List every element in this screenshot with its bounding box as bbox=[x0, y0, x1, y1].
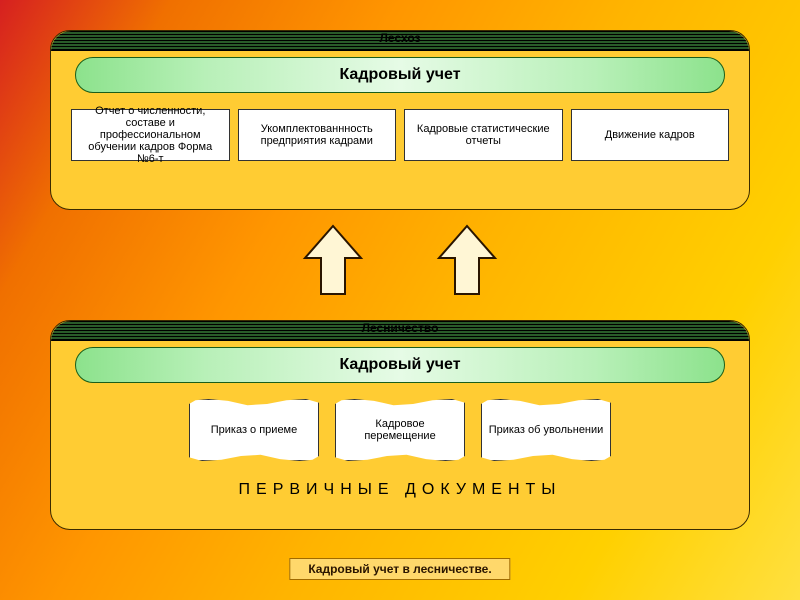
top-pill-label: Кадровый учет bbox=[339, 66, 460, 84]
top-nodes-row: Отчет о численности, составе и профессио… bbox=[71, 109, 729, 161]
bottom-panel: Лесничество Кадровый учет Приказ о прием… bbox=[50, 320, 750, 530]
top-node-1-label: Укомплектованнность предприятия кадрами bbox=[245, 123, 390, 147]
bottom-node-1-label: Кадровое перемещение bbox=[342, 418, 458, 442]
bottom-node-2-label: Приказ об увольнении bbox=[489, 424, 604, 436]
top-pill: Кадровый учет bbox=[75, 57, 725, 93]
arrow-up-icon bbox=[301, 222, 365, 302]
top-panel: Лесхоз Кадровый учет Отчет о численности… bbox=[50, 30, 750, 210]
bottom-pill-label: Кадровый учет bbox=[339, 356, 460, 374]
bottom-node-1: Кадровое перемещение bbox=[335, 399, 465, 461]
diagram-caption: Кадровый учет в лесничестве. bbox=[289, 558, 510, 580]
bottom-pill: Кадровый учет bbox=[75, 347, 725, 383]
bottom-node-0: Приказ о приеме bbox=[189, 399, 319, 461]
bottom-node-2: Приказ об увольнении bbox=[481, 399, 611, 461]
arrow-up-icon bbox=[435, 222, 499, 302]
top-node-0: Отчет о численности, составе и профессио… bbox=[71, 109, 230, 161]
top-node-2: Кадровые статистические отчеты bbox=[404, 109, 563, 161]
bottom-section-label: Лесничество bbox=[51, 321, 749, 335]
arrow-group bbox=[0, 222, 800, 312]
top-node-1: Укомплектованнность предприятия кадрами bbox=[238, 109, 397, 161]
bottom-nodes-row: Приказ о приеме Кадровое перемещение При… bbox=[71, 399, 729, 461]
top-node-2-label: Кадровые статистические отчеты bbox=[411, 123, 556, 147]
top-section-label: Лесхоз bbox=[51, 31, 749, 45]
bottom-footer-label: ПЕРВИЧНЫЕ ДОКУМЕНТЫ bbox=[51, 481, 749, 499]
bottom-node-0-label: Приказ о приеме bbox=[211, 424, 298, 436]
top-node-0-label: Отчет о численности, составе и профессио… bbox=[78, 105, 223, 165]
top-node-3: Движение кадров bbox=[571, 109, 730, 161]
top-node-3-label: Движение кадров bbox=[605, 129, 695, 141]
